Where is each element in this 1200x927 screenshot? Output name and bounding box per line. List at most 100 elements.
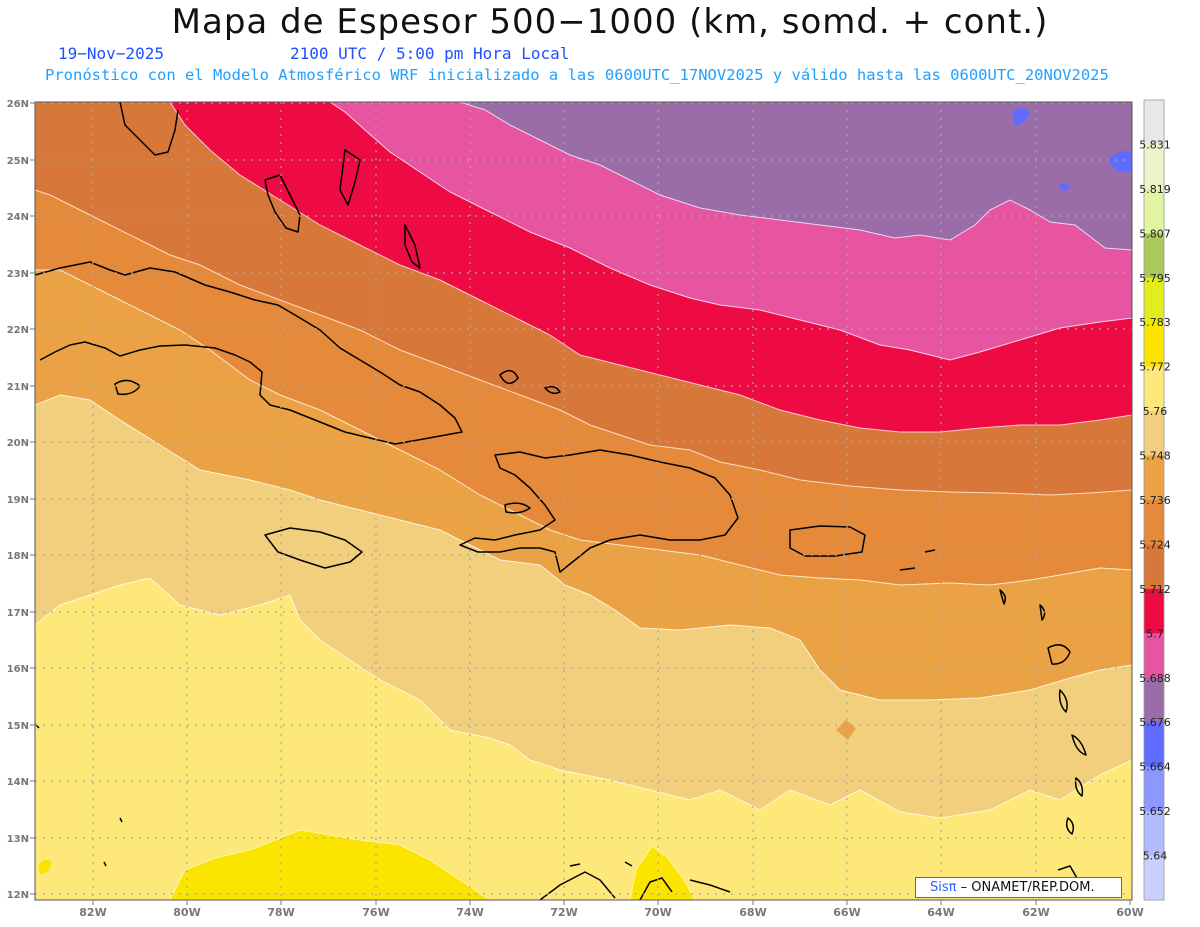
- colorbar-label: 5.688: [1139, 672, 1171, 685]
- band-5664c: [1058, 183, 1070, 191]
- colorbar-label: 5.783: [1139, 316, 1171, 329]
- forecast-date: 19−Nov−2025: [58, 44, 164, 63]
- grenada: [1065, 817, 1075, 835]
- lat-label: 26N: [7, 99, 29, 110]
- lon-label: 82W: [79, 906, 106, 919]
- colorbar-swatch: [1144, 633, 1164, 679]
- colorbar-label: 5.664: [1139, 761, 1171, 774]
- cuba-coastline: [35, 261, 463, 445]
- lon-label: 66W: [833, 906, 860, 919]
- venezuela-coastline: [539, 871, 731, 900]
- colorbar: 5.831 5.819 5.807 5.795 5.783 5.772 5.76 5.748 5…: [1139, 99, 1171, 901]
- hispaniola-coastline: [459, 449, 739, 573]
- lon-label: 60W: [1116, 906, 1143, 919]
- lon-label: 72W: [550, 906, 577, 919]
- virgin-islands: [899, 549, 936, 571]
- credit-box: Sisπ – ONAMET/REP.DOM.: [915, 877, 1122, 898]
- colorbar-swatch: [1144, 766, 1164, 812]
- colorbar-label: 5.772: [1139, 361, 1171, 374]
- bahamas-andros: [264, 174, 301, 233]
- colorbar-label: 5.795: [1139, 272, 1171, 285]
- st-vincent: [1074, 777, 1084, 797]
- colorbar-swatch: [1144, 322, 1164, 368]
- lon-label: 68W: [739, 906, 766, 919]
- lat-label: 19N: [7, 495, 29, 506]
- colorbar-swatch: [1144, 500, 1164, 545]
- colorbar-label: 5.712: [1139, 583, 1171, 596]
- model-description: Pronóstico con el Modelo Atmosférico WRF…: [45, 66, 1109, 84]
- thickness-contours: [35, 102, 1132, 900]
- lat-label: 22N: [7, 325, 29, 336]
- sispi-logo-text: Sisπ: [930, 880, 957, 895]
- longitude-ticks: [92, 900, 1131, 905]
- colorbar-swatch: [1144, 455, 1164, 501]
- martinique: [1058, 689, 1068, 713]
- lat-label: 16N: [7, 664, 29, 675]
- lat-label: 20N: [7, 438, 29, 449]
- lat-label: 18N: [7, 551, 29, 562]
- bahamas-longisland: [404, 224, 421, 269]
- florida-coast: [119, 102, 179, 156]
- lat-label: 17N: [7, 608, 29, 619]
- band-5676: [459, 102, 1132, 251]
- lon-label: 64W: [927, 906, 954, 919]
- jamaica-coastline: [264, 527, 363, 569]
- latitude-axis: 12N 13N 14N 15N 16N 17N 18N 19N 20N 21N …: [7, 99, 29, 901]
- colorbar-swatch: [1144, 277, 1164, 323]
- colorbar-swatch: [1144, 188, 1164, 234]
- plot-frame: [34, 101, 1133, 901]
- colorbar-swatch: [1144, 588, 1164, 634]
- aruba-curacao: [569, 861, 633, 867]
- lon-label: 76W: [362, 906, 389, 919]
- map-title: Mapa de Espesor 500−1000 (km, somd. + co…: [171, 2, 1049, 42]
- lon-label: 78W: [267, 906, 294, 919]
- colorbar-label: 5.724: [1139, 538, 1171, 551]
- colorbar-label: 5.7: [1146, 627, 1164, 640]
- lon-label: 62W: [1022, 906, 1049, 919]
- forecast-time: 2100 UTC / 5:00 pm Hora Local: [290, 44, 570, 63]
- colorbar-label: 5.652: [1139, 805, 1171, 818]
- lat-label: 14N: [7, 777, 29, 788]
- colorbar-label: 5.676: [1139, 716, 1171, 729]
- credit-org: – ONAMET/REP.DOM.: [956, 880, 1095, 895]
- colorbar-label: 5.736: [1139, 494, 1171, 507]
- longitude-axis: 82W 80W 78W 76W 74W 72W 70W 68W 66W 64W …: [79, 906, 1143, 919]
- lat-label: 23N: [7, 269, 29, 280]
- lon-label: 74W: [456, 906, 483, 919]
- bahamas-inagua: [499, 369, 519, 384]
- puerto-rico-coastline: [789, 525, 866, 557]
- colorbar-swatch: [1144, 144, 1164, 190]
- colorbar-swatch: [1144, 722, 1164, 768]
- colorbar-swatch: [1144, 366, 1164, 412]
- lat-label: 25N: [7, 156, 29, 167]
- colorbar-frame: [1143, 99, 1165, 901]
- colorbar-swatch: [1144, 411, 1164, 457]
- band-5664: [1012, 108, 1030, 126]
- lat-lon-gridlines: [35, 102, 1132, 900]
- turks-caicos: [544, 385, 561, 395]
- lon-label: 80W: [173, 906, 200, 919]
- colorbar-swatch: [1144, 811, 1164, 857]
- lat-label: 24N: [7, 212, 29, 223]
- colorbar-label: 5.748: [1139, 450, 1171, 463]
- band-5772b: [629, 845, 696, 900]
- lat-label: 21N: [7, 382, 29, 393]
- colorbar-label: 5.819: [1139, 183, 1171, 196]
- bahamas-eleuthera: [339, 149, 361, 206]
- colorbar-swatch: [1144, 544, 1164, 590]
- band-5772c: [38, 859, 52, 874]
- colorbar-label: 5.831: [1139, 138, 1171, 151]
- colorbar-swatch: [1144, 855, 1164, 901]
- st-lucia: [1071, 734, 1087, 756]
- colorbar-swatch: [1144, 233, 1164, 279]
- colorbar-swatch: [1144, 100, 1164, 145]
- colorbar-label: 5.76: [1143, 405, 1168, 418]
- gonave-coastline: [504, 502, 531, 514]
- colorbar-swatch: [1144, 677, 1164, 723]
- latitude-ticks: [30, 102, 35, 895]
- guadeloupe: [1047, 644, 1071, 665]
- lesser-antilles-1: [999, 589, 1007, 605]
- colorbar-label: 5.807: [1139, 227, 1171, 240]
- lat-label: 12N: [7, 890, 29, 901]
